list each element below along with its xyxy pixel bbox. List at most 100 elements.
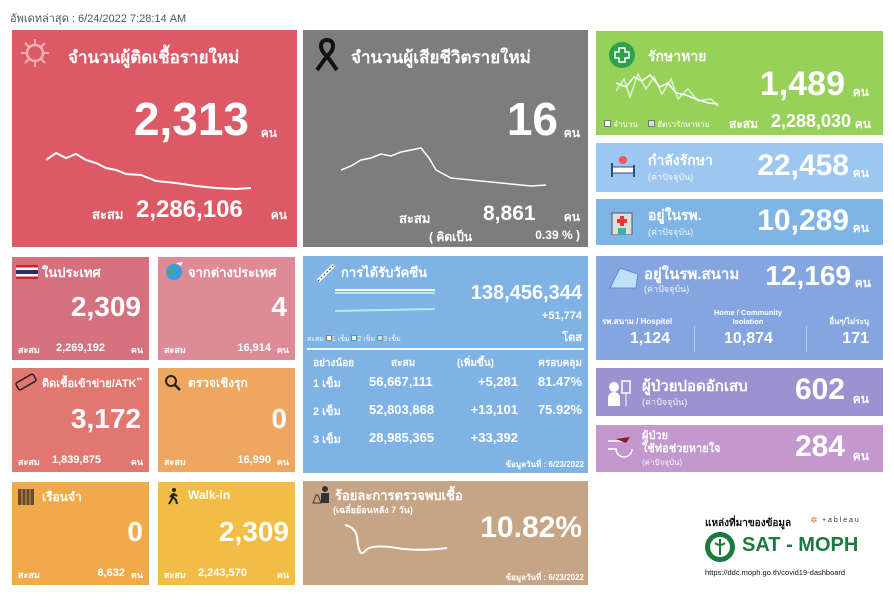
cum-label: สะสม <box>18 457 40 467</box>
vaccine-legend: สะสม 1 เข็ม 2 เข็ม 3 เข็ม <box>307 334 401 345</box>
globe-plane-icon <box>166 262 183 280</box>
plus-icon <box>609 42 635 68</box>
vaccine-cell: +13,101 <box>470 402 518 417</box>
tableau-logo: + a b l e a u <box>822 517 859 524</box>
divider <box>806 326 807 352</box>
last-updated: อัพเดทล่าสุด : 6/24/2022 7:28:14 AM <box>10 13 187 25</box>
other-label: อื่นๆ/ไม่ระบุ <box>829 317 869 326</box>
atk-value: 3,172 <box>70 403 141 434</box>
home-isolation-label: Home / Community Isolation <box>713 308 783 326</box>
vaccine-cell: 2 เข็ม <box>313 406 341 418</box>
tableau-logo-icon: ✲ <box>810 515 818 525</box>
ventilator-icon <box>608 437 633 458</box>
new-cases-card: จำนวนผู้ติดเชื้อรายใหม่ 2,313 คน สะสม 2,… <box>12 30 297 247</box>
source-org: SAT - MOPH <box>742 534 859 556</box>
current-note: (ค่าปัจจุบัน) <box>642 458 683 467</box>
field-hospital-value: 12,169 <box>765 260 851 291</box>
walking-icon <box>168 488 178 505</box>
prison-value: 0 <box>127 516 143 547</box>
field-hospital-card: อยู่ในรพ.สนาม (ค่าปัจจุบัน) 12,169 คน รพ… <box>596 256 883 360</box>
cum-label: สะสม <box>18 345 40 355</box>
pneumonia-value: 602 <box>794 373 845 406</box>
in-hospital-card: อยู่ในรพ. (ค่าปัจจุบัน) 10,289 คน <box>596 199 883 245</box>
atk-test-icon <box>15 373 37 391</box>
new-deaths-card: จำนวนผู้เสียชีวิตรายใหม่ 16 คน สะสม 8,86… <box>303 30 588 247</box>
atk-title-text: ติดเชื้อเข้าข่าย/ATK <box>42 378 137 390</box>
current-note: (ค่าปัจจุบัน) <box>644 284 690 294</box>
unit: คน <box>852 166 869 180</box>
current-note: (ค่าปัจจุบัน) <box>648 172 694 182</box>
ventilator-title-line1: ผู้ป่วย <box>642 430 669 442</box>
unit: คน <box>852 392 869 406</box>
cum-label: สะสม <box>164 345 186 355</box>
new-deaths-title: จำนวนผู้เสียชีวิตรายใหม่ <box>351 48 531 67</box>
atk-card: ติดเชื้อเข้าข่าย/ATK** 3,172 สะสม 1,839,… <box>12 368 149 472</box>
pneumonia-title: ผู้ป่วยปอดอักเสบ <box>642 378 748 395</box>
source-url[interactable]: https://ddc.moph.go.th/covid19-dashboard <box>705 568 846 577</box>
ventilator-card: ผู้ป่วย ใช้ท่อช่วยหายใจ (ค่าปัจจุบัน) 28… <box>596 425 883 472</box>
vaccine-cell: 3 เข็ม <box>313 434 341 446</box>
unit: คน <box>130 345 143 355</box>
imported-value: 4 <box>271 291 287 322</box>
unit: คน <box>852 221 869 235</box>
tent-icon <box>609 267 639 289</box>
divider <box>694 326 695 352</box>
hospital-bed-icon <box>611 156 635 177</box>
recovered-value: 1,489 <box>759 65 845 103</box>
current-note: (ค่าปัจจุบัน) <box>648 227 694 237</box>
vaccine-cell: 52,803,868 <box>369 402 435 417</box>
vaccine-title: การได้รับวัคซีน <box>341 265 428 280</box>
active-search-title: ตรวจเชิงรุก <box>188 376 248 390</box>
unit: คน <box>130 570 143 580</box>
legend-label: 1 เข็ม <box>331 336 350 343</box>
unit: คน <box>563 210 580 224</box>
prison-cum: 8,632 <box>97 567 125 579</box>
current-note: (ค่าปัจจุบัน) <box>642 397 688 407</box>
lab-scientist-icon <box>312 486 329 504</box>
ventilator-value: 284 <box>794 430 845 463</box>
domestic-value: 2,309 <box>70 291 141 322</box>
prison-icon <box>18 489 34 505</box>
walkin-title: Walk-in <box>188 488 231 502</box>
imported-card: จากต่างประเทศ 4 สะสม 16,914 คน <box>158 257 295 360</box>
cum-label: สะสม <box>399 211 431 226</box>
col-header: สะสม <box>391 358 416 369</box>
hospital-icon <box>611 212 633 235</box>
walkin-card: Walk-in 2,309 สะสม 2,243,570 คน <box>158 482 295 585</box>
unit: คน <box>270 208 287 222</box>
positivity-value: 10.82% <box>480 511 582 544</box>
hospitel-label: รพ.สนาม / Hospitel <box>602 317 673 326</box>
moph-seal-icon <box>705 532 735 562</box>
imported-title: จากต่างประเทศ <box>188 265 277 280</box>
recovered-title: รักษาหาย <box>648 48 707 64</box>
legend-label: 2 เข็ม <box>357 336 376 343</box>
positivity-title: ร้อยละการตรวจพบเชื้อ <box>335 488 463 503</box>
vaccine-card: การได้รับวัคซีน 138,456,344 +51,774 โดส … <box>303 256 588 473</box>
unit: คน <box>852 449 869 463</box>
new-deaths-value: 16 <box>506 93 558 145</box>
legend-label: อัตรารักษาหาย <box>657 120 710 129</box>
search-icon <box>165 375 181 391</box>
divider <box>307 348 584 350</box>
treating-title: กำลังรักษา <box>648 152 713 168</box>
new-cases-value: 2,313 <box>133 93 249 145</box>
vaccine-cell: 56,667,111 <box>369 374 433 389</box>
legend-prefix: สะสม <box>307 336 324 343</box>
pneumonia-card: ผู้ป่วยปอดอักเสบ (ค่าปัจจุบัน) 602 คน <box>596 368 883 416</box>
domestic-card: ในประเทศ 2,309 สะสม 2,269,192 คน <box>12 257 149 360</box>
cum-label: สะสม <box>729 117 759 131</box>
positivity-data-date: ข้อมูลวันที่ : 6/23/2022 <box>505 573 584 582</box>
unit: คน <box>854 117 871 131</box>
vaccine-total: 138,456,344 <box>470 282 582 304</box>
new-deaths-sparkline <box>341 147 547 187</box>
treating-value: 22,458 <box>757 149 849 182</box>
imported-cum: 16,914 <box>237 342 271 354</box>
source-label: แหล่งที่มาของข้อมูล <box>705 518 792 529</box>
domestic-title: ในประเทศ <box>42 265 101 280</box>
vaccine-cell: +5,281 <box>477 374 518 389</box>
unit: คน <box>130 457 143 467</box>
syringe-icon <box>316 263 336 283</box>
col-header: อย่างน้อย <box>313 358 355 369</box>
unit: คน <box>276 570 289 580</box>
vaccine-added: +51,774 <box>541 310 582 322</box>
